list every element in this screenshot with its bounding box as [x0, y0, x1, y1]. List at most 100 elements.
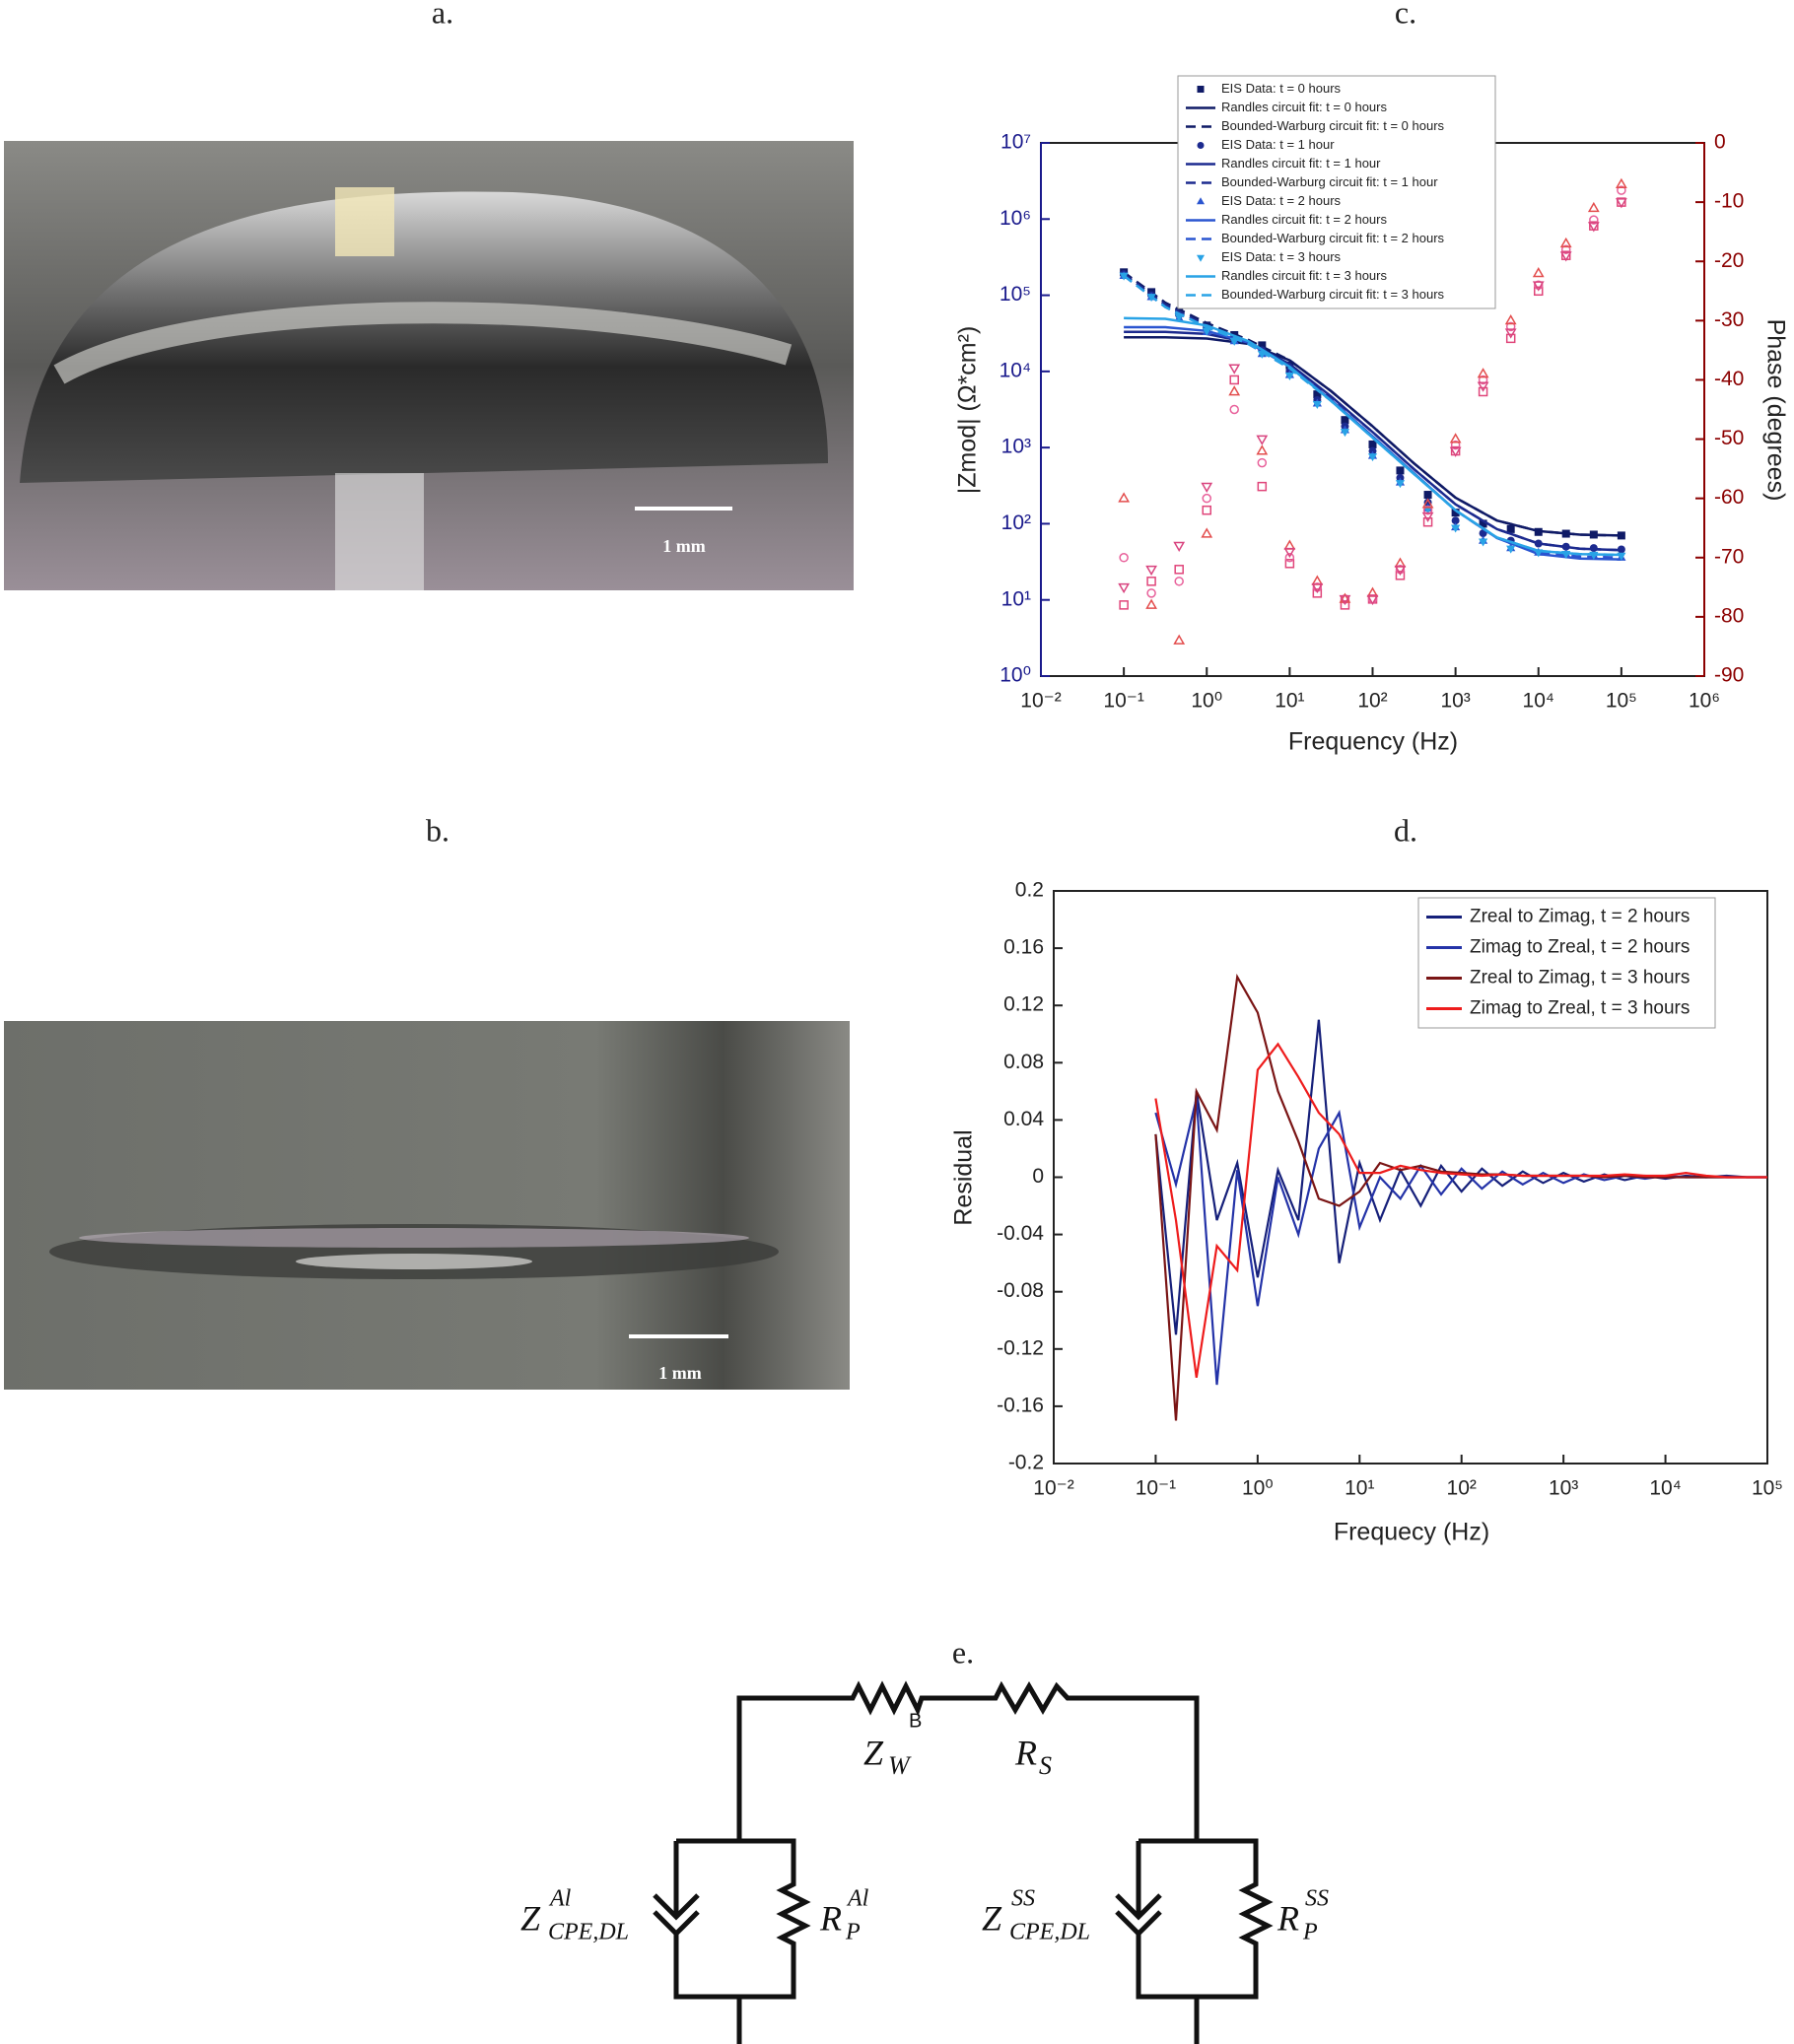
marker [1449, 433, 1462, 443]
marker [1119, 600, 1129, 610]
panel-label: c. [1395, 0, 1416, 30]
legend-label: Bounded-Warburg circuit fit: t = 2 hours [1221, 231, 1445, 245]
marker [1284, 553, 1295, 563]
x-axis-label: Frequency (Hz) [1288, 728, 1458, 756]
marker [1145, 598, 1157, 609]
marker [1256, 435, 1269, 445]
y2-tick-label: -80 [1714, 604, 1744, 627]
legend-label: Zreal to Zimag, t = 3 hours [1470, 968, 1690, 988]
marker [1395, 571, 1406, 580]
marker [1422, 505, 1433, 515]
marker [1313, 390, 1322, 399]
legend-label: EIS Data: t = 3 hours [1221, 249, 1342, 264]
y-tick-label: -0.2 [1008, 1452, 1044, 1474]
y2-tick-label: -20 [1714, 249, 1744, 272]
legend-label: EIS Data: t = 1 hour [1221, 137, 1335, 152]
y-tick-label: 0.04 [1003, 1108, 1044, 1130]
marker [1173, 634, 1186, 645]
marker [1146, 588, 1156, 598]
marker [1284, 372, 1294, 380]
x-tick-label: 10³ [1549, 1477, 1578, 1500]
marker [1506, 524, 1515, 533]
marker [1559, 251, 1572, 262]
x-tick-label: 10⁻² [1033, 1477, 1073, 1500]
marker [1284, 559, 1295, 569]
series-line [1154, 1098, 1767, 1386]
marker [1312, 588, 1323, 598]
panel-label: b. [426, 812, 449, 848]
component-subscript: P [1302, 1920, 1318, 1945]
marker [1340, 600, 1350, 610]
marker [1283, 547, 1296, 559]
y-tick-label: 0.2 [1015, 879, 1044, 902]
marker [1478, 375, 1488, 385]
series-line [1123, 271, 1622, 537]
y-axis-label: |Zmod| (Ω*cm²) [954, 326, 982, 495]
x-tick-label: 10² [1447, 1477, 1477, 1500]
marker [1341, 416, 1349, 425]
x-tick-label: 10⁰ [1242, 1477, 1274, 1500]
series-line [1123, 272, 1622, 552]
y-tick-label: 0 [1032, 1165, 1044, 1188]
series-line [1124, 316, 1622, 557]
marker [1366, 594, 1379, 606]
marker [1451, 509, 1460, 517]
y-tick-label: -0.08 [997, 1279, 1044, 1302]
marker [1145, 565, 1157, 577]
panel-label: e. [952, 1634, 974, 1669]
marker [1478, 386, 1488, 397]
marker [1119, 553, 1129, 563]
marker [1560, 244, 1571, 254]
marker [1617, 185, 1626, 195]
marker [1449, 446, 1462, 457]
component-symbol: Z [863, 1733, 884, 1772]
x-tick-label: 10⁵ [1752, 1477, 1783, 1500]
legend-swatch [1197, 86, 1205, 93]
marker [1421, 498, 1434, 509]
y2-tick-label: -40 [1714, 368, 1744, 390]
legend-label: Bounded-Warburg circuit fit: t = 3 hours [1221, 287, 1445, 302]
y2-tick-label: 0 [1714, 131, 1726, 154]
marker [1339, 592, 1351, 603]
y-tick-label: -0.16 [997, 1394, 1044, 1416]
x-tick-label: 10¹ [1275, 690, 1304, 713]
marker [1339, 594, 1351, 606]
legend-label: Zreal to Zimag, t = 2 hours [1470, 907, 1690, 927]
x-tick-label: 10³ [1440, 690, 1470, 713]
y2-tick-label: -60 [1714, 486, 1744, 509]
component-symbol: R [819, 1898, 842, 1938]
marker [1421, 511, 1434, 523]
marker [1394, 565, 1407, 577]
marker [1229, 404, 1239, 415]
legend-box [1417, 897, 1716, 1029]
marker [1118, 582, 1131, 594]
marker [1559, 237, 1572, 248]
marker [1506, 545, 1516, 554]
x-tick-label: 10⁵ [1606, 690, 1637, 713]
y-tick-label: 10⁶ [1000, 207, 1031, 230]
marker [1146, 577, 1156, 586]
photo-a [4, 141, 854, 590]
marker [1477, 368, 1489, 378]
x-tick-label: 10⁻¹ [1136, 1477, 1176, 1500]
y-tick-label: 0.12 [1003, 993, 1044, 1016]
photo-b [4, 1021, 850, 1390]
marker [1615, 177, 1627, 189]
legend-label: Randles circuit fit: t = 0 hours [1221, 100, 1387, 114]
y2-tick-label: -70 [1714, 545, 1744, 568]
panel-label: d. [1394, 812, 1417, 848]
marker [1504, 314, 1517, 325]
marker [1504, 328, 1517, 339]
y-tick-label: 0.16 [1003, 936, 1044, 959]
y2-tick-label: -90 [1714, 664, 1744, 687]
component-subscript: W [888, 1751, 912, 1780]
legend-swatch [1197, 142, 1205, 149]
marker [1479, 519, 1487, 528]
marker [1587, 201, 1600, 213]
marker [1311, 582, 1324, 594]
x-tick-label: 10² [1357, 690, 1387, 713]
series-line [1154, 1042, 1767, 1378]
y-tick-label: 10⁴ [1000, 359, 1031, 381]
scale-bar-label: 1 mm [662, 536, 706, 556]
marker [1534, 286, 1544, 297]
